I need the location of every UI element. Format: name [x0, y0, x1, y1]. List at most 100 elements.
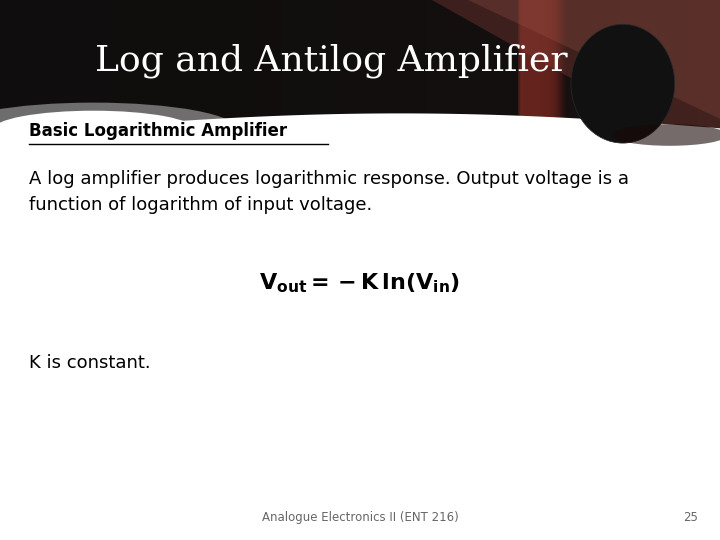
Bar [72, 0, 79, 132]
Bar [536, 0, 551, 132]
Bar [684, 0, 691, 132]
Bar [655, 0, 662, 132]
Bar [288, 0, 295, 132]
Bar [173, 0, 180, 132]
Bar [374, 0, 382, 132]
Bar [538, 0, 552, 132]
Bar [454, 0, 461, 132]
Bar [528, 0, 543, 132]
Bar [540, 0, 554, 132]
Bar [713, 0, 720, 132]
Text: K is constant.: K is constant. [29, 354, 150, 372]
Bar [65, 0, 72, 132]
Bar [544, 0, 558, 132]
Bar [569, 0, 576, 132]
Bar [0, 0, 720, 132]
Bar [29, 0, 36, 132]
Bar [338, 0, 346, 132]
Bar [94, 0, 101, 132]
Bar [534, 0, 548, 132]
Bar [634, 0, 641, 132]
Bar [360, 0, 367, 132]
Bar [553, 0, 567, 132]
Bar [549, 0, 563, 132]
Bar [266, 0, 274, 132]
Bar [432, 0, 439, 132]
Bar [115, 0, 122, 132]
Ellipse shape [612, 124, 720, 146]
Bar [543, 0, 557, 132]
Bar [538, 0, 552, 132]
Bar [425, 0, 432, 132]
Bar [598, 0, 605, 132]
Bar [86, 0, 94, 132]
Bar [542, 0, 557, 132]
Bar [523, 0, 538, 132]
Bar [324, 0, 331, 132]
Text: Basic Logarithmic Amplifier: Basic Logarithmic Amplifier [29, 122, 287, 139]
Bar [144, 0, 151, 132]
Text: 25: 25 [683, 511, 698, 524]
Bar [552, 0, 567, 132]
Bar [641, 0, 648, 132]
Bar [0, 132, 720, 540]
Bar [546, 0, 561, 132]
Bar [504, 0, 511, 132]
Bar [367, 0, 374, 132]
Bar [317, 0, 324, 132]
Bar [439, 0, 446, 132]
Polygon shape [432, 0, 720, 162]
Bar [526, 0, 541, 132]
Bar [238, 0, 245, 132]
Bar [252, 0, 259, 132]
Bar [36, 0, 43, 132]
Bar [101, 0, 108, 132]
Bar [520, 0, 534, 132]
Bar [541, 0, 556, 132]
Bar [331, 0, 338, 132]
Text: Log and Antilog Amplifier: Log and Antilog Amplifier [95, 44, 567, 78]
Bar [662, 0, 670, 132]
Bar [626, 0, 634, 132]
Bar [274, 0, 281, 132]
Bar [549, 0, 563, 132]
Bar [497, 0, 504, 132]
Bar [531, 0, 545, 132]
Bar [541, 0, 555, 132]
Bar [151, 0, 158, 132]
Bar [7, 0, 14, 132]
Bar [482, 0, 490, 132]
Bar [468, 0, 475, 132]
Bar [389, 0, 396, 132]
Bar [446, 0, 454, 132]
Bar [259, 0, 266, 132]
Bar [549, 0, 564, 132]
Bar [551, 0, 565, 132]
Bar [540, 0, 547, 132]
Ellipse shape [0, 103, 238, 157]
Bar [14, 0, 22, 132]
Bar [552, 0, 566, 132]
Bar [691, 0, 698, 132]
Bar [530, 0, 544, 132]
Bar [202, 0, 209, 132]
Bar [520, 0, 534, 132]
Bar [590, 0, 598, 132]
Bar [533, 0, 540, 132]
Bar [108, 0, 115, 132]
Bar [526, 0, 533, 132]
Bar [523, 0, 537, 132]
Bar [490, 0, 497, 132]
Bar [648, 0, 655, 132]
Bar [527, 0, 541, 132]
Bar [698, 0, 706, 132]
Text: A log amplifier produces logarithmic response. Output voltage is a
function of l: A log amplifier produces logarithmic res… [29, 170, 629, 214]
Bar [216, 0, 223, 132]
Bar [130, 0, 137, 132]
Bar [295, 0, 302, 132]
Bar [518, 0, 533, 132]
Bar [418, 0, 425, 132]
Ellipse shape [571, 24, 675, 143]
Bar [545, 0, 559, 132]
Bar [396, 0, 403, 132]
